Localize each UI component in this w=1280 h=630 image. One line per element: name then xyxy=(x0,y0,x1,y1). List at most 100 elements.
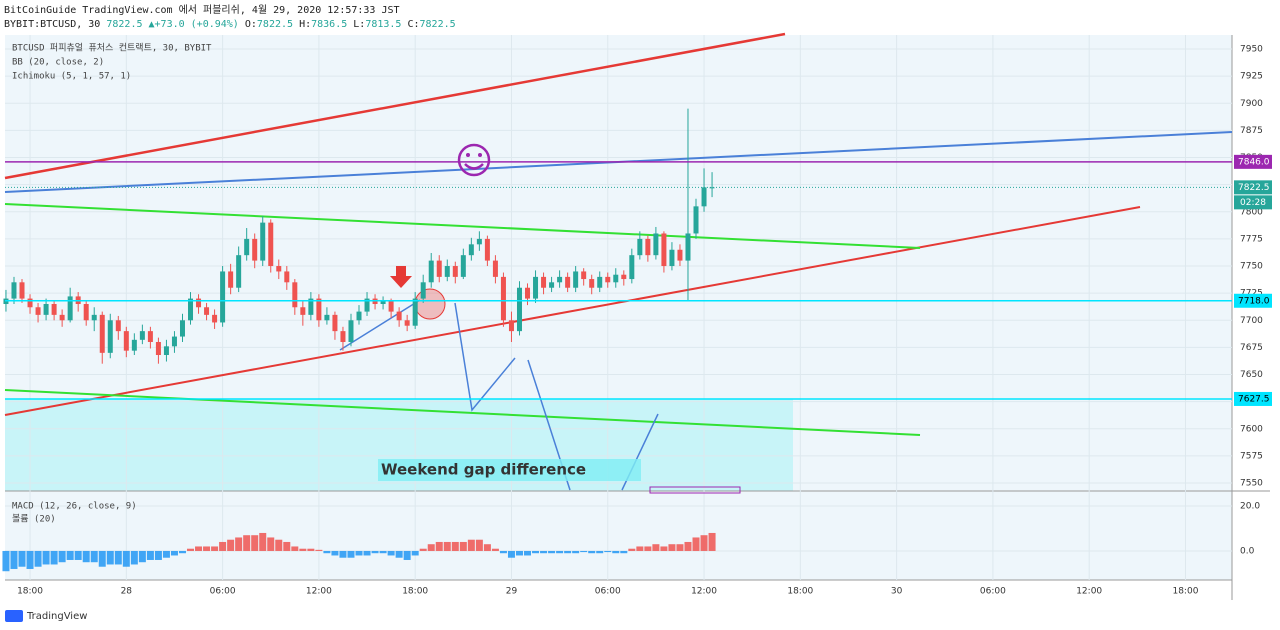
candle-body xyxy=(613,274,619,283)
macd-bar xyxy=(355,550,363,556)
macd-bar xyxy=(507,550,515,558)
trend-line xyxy=(4,389,921,436)
candle-body xyxy=(27,298,33,308)
y-tick-label: 7775 xyxy=(1240,234,1263,244)
macd-bar xyxy=(620,550,628,554)
candle-body xyxy=(268,222,274,267)
candle-body xyxy=(284,271,290,283)
candle-body xyxy=(541,276,547,288)
candle-body xyxy=(348,320,354,342)
macd-bar xyxy=(138,550,146,563)
candle-body xyxy=(83,304,89,321)
x-tick-label: 18:00 xyxy=(17,587,43,597)
candle-body xyxy=(653,233,659,256)
macd-bar xyxy=(331,550,339,556)
candle-body xyxy=(228,271,234,288)
candle-body xyxy=(316,298,322,321)
header: BitCoinGuide TradingView.com 에서 퍼블리쉬, 4월… xyxy=(4,4,456,32)
smiley xyxy=(457,143,491,177)
macd-bar xyxy=(668,544,676,551)
ohlc-label: L: xyxy=(353,19,366,30)
countdown-badge xyxy=(1234,195,1272,210)
candle-body xyxy=(91,314,97,321)
macd-bar xyxy=(435,541,443,551)
macd-bar xyxy=(427,544,435,551)
macd-bar xyxy=(26,550,34,569)
y-tick-label: 7725 xyxy=(1240,289,1263,299)
candle-body xyxy=(645,238,651,256)
macd-bar xyxy=(363,550,371,556)
symbol: BYBIT:BTCUSD, 30 xyxy=(4,19,101,30)
y-tick-label: 7900 xyxy=(1240,99,1263,109)
macd-bar xyxy=(10,550,18,569)
macd-bar xyxy=(371,550,379,554)
ohlc-label: H: xyxy=(299,19,312,30)
macd-bar xyxy=(98,550,106,567)
candle-body xyxy=(155,341,161,356)
macd-bar xyxy=(580,550,588,553)
macd-bar xyxy=(259,532,267,551)
candle-body xyxy=(67,296,73,321)
macd-bar xyxy=(90,550,98,563)
candle-body xyxy=(340,331,346,342)
macd-bar xyxy=(636,546,644,551)
candle-body xyxy=(59,314,65,321)
candle-body xyxy=(252,238,258,261)
candle-body xyxy=(123,331,129,351)
candle-body xyxy=(468,244,474,256)
x-tick-label: 18:00 xyxy=(402,587,428,597)
macd-bar xyxy=(227,539,235,551)
candle-body xyxy=(35,307,41,315)
candle-body xyxy=(460,255,466,277)
candle-body xyxy=(220,271,226,323)
candle-body xyxy=(444,266,450,277)
candle-body xyxy=(525,287,531,299)
macd-bar xyxy=(347,550,355,558)
macd-bar xyxy=(540,550,548,554)
macd-bar xyxy=(483,544,491,551)
macd-bar xyxy=(18,550,26,567)
macd-bar xyxy=(122,550,130,567)
candle-body xyxy=(163,346,169,356)
trend-line xyxy=(4,32,786,180)
macd-bar xyxy=(499,550,507,554)
candle-body xyxy=(629,255,635,280)
y-tick-label: 7600 xyxy=(1240,424,1263,434)
macd-bar xyxy=(66,550,74,560)
macd-bar xyxy=(612,550,620,554)
candle-body xyxy=(412,298,418,326)
macd-bar xyxy=(403,550,411,560)
candle-body xyxy=(404,320,410,326)
y-tick-label: 7750 xyxy=(1240,262,1263,272)
candle-body xyxy=(204,307,210,315)
macd-bar xyxy=(491,548,499,551)
macd-bar xyxy=(564,550,572,554)
candle-body xyxy=(324,314,330,321)
box xyxy=(649,486,741,494)
candle-body xyxy=(51,304,57,315)
macd-bar xyxy=(178,550,186,554)
candle-body xyxy=(300,307,306,315)
y-tick-label: 20.0 xyxy=(1240,501,1260,511)
macd-bar xyxy=(459,541,467,551)
macd-bar xyxy=(146,550,154,560)
macd-bar xyxy=(114,550,122,565)
macd-bar xyxy=(170,550,178,556)
candle-body xyxy=(533,276,539,299)
macd-bar xyxy=(283,541,291,551)
macd-bar xyxy=(644,546,652,551)
candle-body xyxy=(492,260,498,277)
candle-body xyxy=(396,311,402,321)
macd-bar xyxy=(42,550,50,565)
down-arrow xyxy=(390,266,412,288)
macd-bar xyxy=(195,546,203,551)
candle-body xyxy=(516,287,522,332)
macd-bar xyxy=(596,550,604,554)
macd-bar xyxy=(708,532,716,551)
macd-bar xyxy=(532,550,540,554)
candle-body xyxy=(364,298,370,312)
macd-bar xyxy=(515,550,523,556)
macd-bar xyxy=(700,535,708,551)
